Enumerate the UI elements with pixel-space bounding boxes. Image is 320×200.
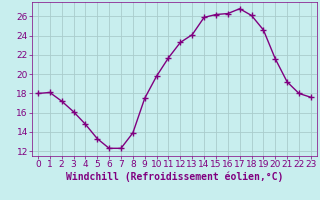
X-axis label: Windchill (Refroidissement éolien,°C): Windchill (Refroidissement éolien,°C) bbox=[66, 172, 283, 182]
